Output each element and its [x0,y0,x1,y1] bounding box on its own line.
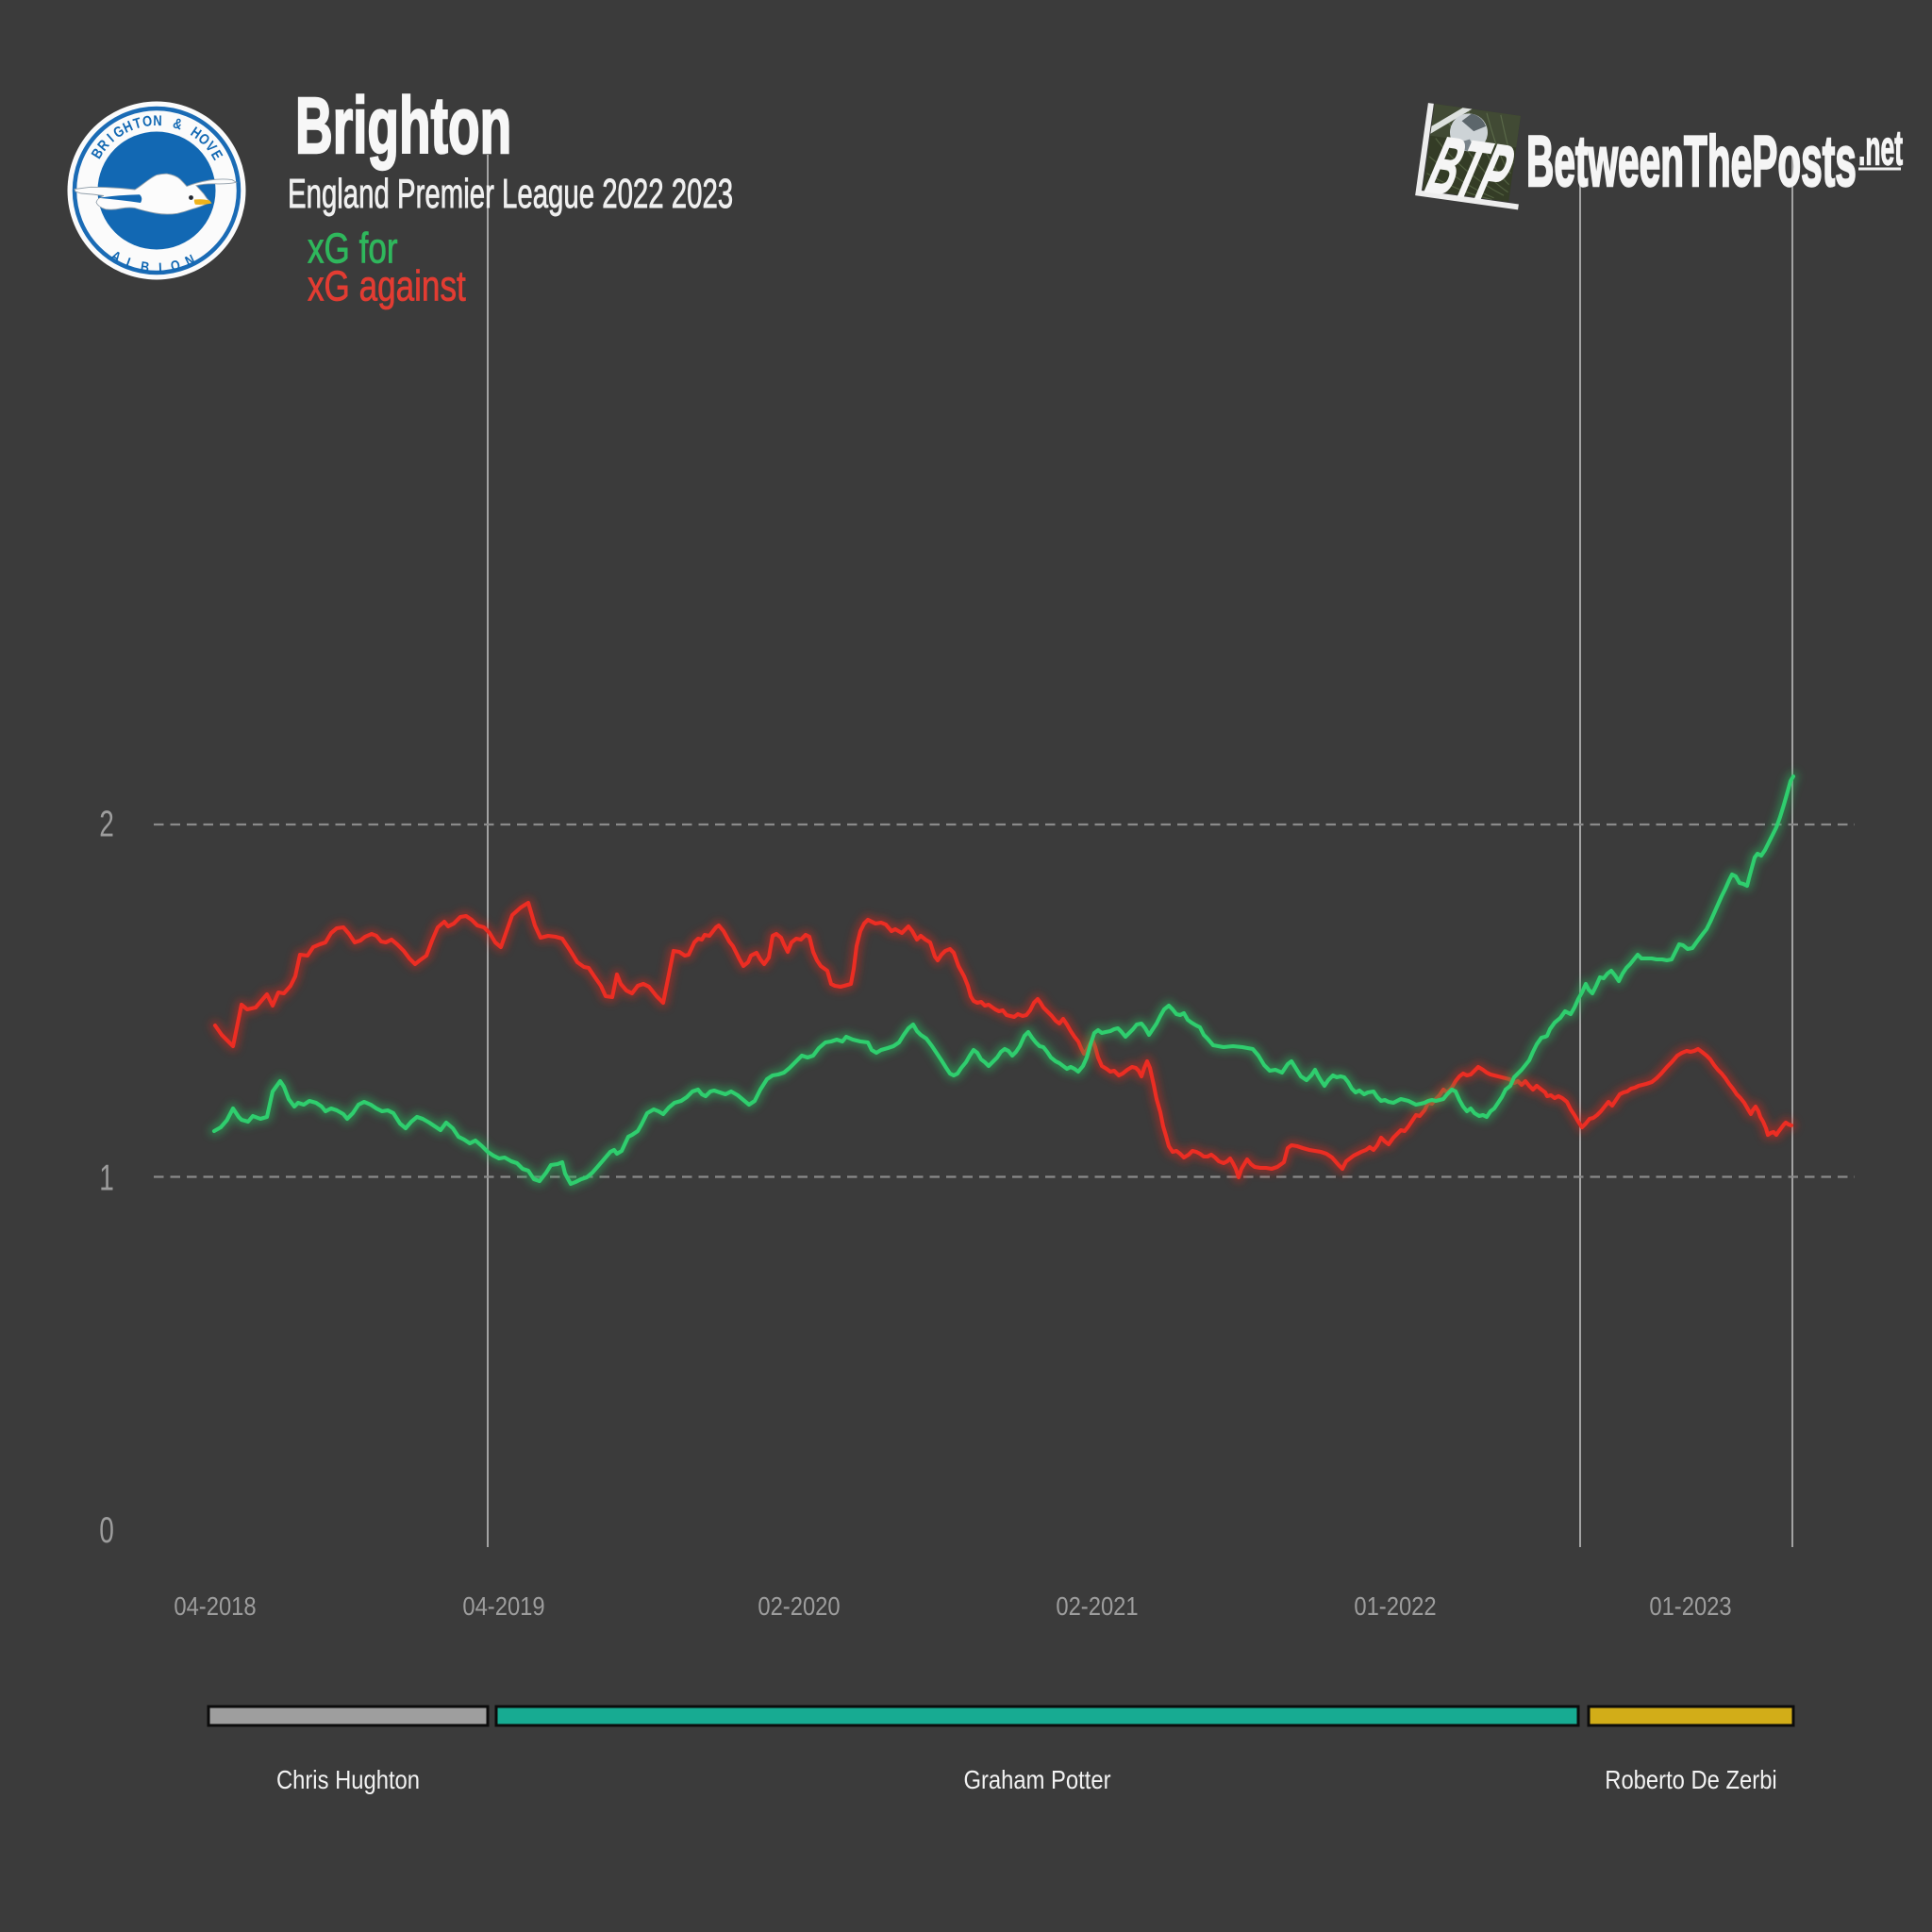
svg-text:1: 1 [99,1158,114,1199]
svg-text:.net: .net [1858,121,1903,175]
svg-text:02-2020: 02-2020 [758,1591,840,1621]
svg-text:BetweenThePosts: BetweenThePosts [1526,121,1857,201]
svg-text:0: 0 [99,1510,114,1552]
svg-text:Graham Potter: Graham Potter [964,1764,1111,1794]
svg-text:04-2019: 04-2019 [462,1591,544,1621]
svg-text:01-2023: 01-2023 [1649,1591,1731,1621]
svg-text:O: O [169,256,182,274]
svg-text:xG for: xG for [308,224,398,272]
svg-text:Roberto De Zerbi: Roberto De Zerbi [1605,1764,1776,1794]
svg-text:Brighton: Brighton [295,82,511,170]
svg-text:B: B [140,258,151,275]
svg-text:O: O [142,113,153,131]
svg-text:N: N [153,113,162,129]
svg-text:2: 2 [99,804,114,845]
svg-text:Chris Hughton: Chris Hughton [276,1764,420,1794]
svg-text:01-2022: 01-2022 [1354,1591,1436,1621]
svg-text:England Premier League 2022 20: England Premier League 2022 2023 [288,170,733,216]
svg-text:I: I [158,259,162,275]
svg-text:04-2018: 04-2018 [174,1591,256,1621]
svg-text:xG against: xG against [308,261,466,309]
svg-text:02-2021: 02-2021 [1056,1591,1138,1621]
